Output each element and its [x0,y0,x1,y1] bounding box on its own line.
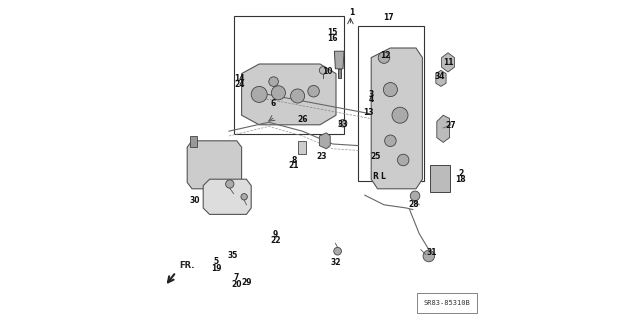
Circle shape [334,247,342,255]
Text: 27: 27 [445,121,456,130]
Text: 25: 25 [370,152,381,161]
Text: 10: 10 [322,67,333,76]
Text: 34: 34 [434,72,445,81]
Circle shape [383,83,397,97]
Text: 15: 15 [328,28,338,36]
Text: 23: 23 [316,152,327,161]
Text: 32: 32 [330,258,340,267]
Text: SR83-85310B: SR83-85310B [424,300,470,306]
Circle shape [308,85,319,97]
Text: 7: 7 [234,273,239,282]
Text: 13: 13 [363,108,373,117]
Text: 20: 20 [231,280,241,289]
Text: 8: 8 [291,156,296,164]
Polygon shape [437,115,450,142]
Text: 28: 28 [408,200,419,209]
Text: 11: 11 [443,58,453,67]
Circle shape [226,180,234,188]
Circle shape [385,135,396,147]
Text: 2: 2 [458,169,463,178]
Bar [298,141,307,154]
Text: 16: 16 [328,34,338,43]
Text: 29: 29 [242,278,252,287]
Text: 19: 19 [211,264,221,273]
Text: 35: 35 [228,252,238,260]
Polygon shape [442,53,454,72]
Circle shape [271,86,285,100]
Text: 31: 31 [426,248,436,257]
Text: 1: 1 [349,8,354,17]
Text: 4: 4 [369,95,374,104]
Bar [430,165,450,192]
Circle shape [423,250,435,262]
Polygon shape [371,48,422,189]
Circle shape [251,86,268,102]
Text: 22: 22 [270,236,280,245]
Text: L: L [380,172,385,181]
Text: 17: 17 [383,13,394,22]
Polygon shape [436,70,446,86]
Polygon shape [319,133,330,149]
Bar [234,16,344,134]
Text: 5: 5 [213,257,219,266]
Polygon shape [187,141,242,189]
Circle shape [241,194,247,200]
Text: 6: 6 [270,99,275,108]
Circle shape [269,77,278,86]
Polygon shape [242,64,336,125]
Text: FR.: FR. [179,261,195,270]
Bar [191,136,197,147]
Circle shape [378,52,390,63]
Text: 33: 33 [338,120,348,129]
Polygon shape [334,51,344,69]
Text: 12: 12 [380,51,390,60]
Text: 26: 26 [297,115,308,124]
Polygon shape [204,179,251,214]
Polygon shape [338,69,341,78]
Circle shape [410,191,420,201]
Text: 3: 3 [369,90,374,99]
Text: 18: 18 [456,175,466,184]
Circle shape [392,107,408,123]
Text: 30: 30 [189,196,200,205]
Bar [358,26,424,181]
Text: 21: 21 [289,161,299,170]
Circle shape [319,67,327,74]
Text: 14: 14 [234,74,244,83]
Text: 24: 24 [234,80,244,89]
Circle shape [397,154,409,166]
Text: 9: 9 [273,230,278,239]
Circle shape [339,119,347,127]
Circle shape [291,89,305,103]
Text: R: R [372,172,378,181]
